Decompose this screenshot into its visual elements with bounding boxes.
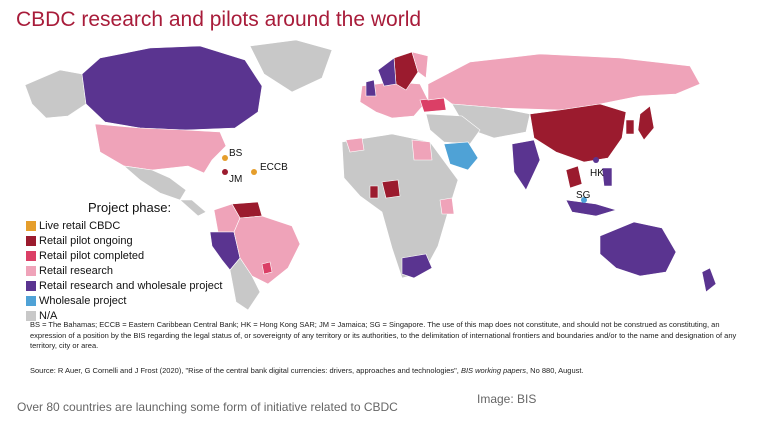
region-egypt <box>411 139 433 161</box>
region-india <box>511 139 541 191</box>
region-morocco <box>345 137 365 153</box>
source-citation: Source: R Auer, G Cornelli and J Frost (… <box>30 366 750 375</box>
legend-title: Project phase: <box>88 200 172 215</box>
legend-item-wholesale: Wholesale project <box>26 293 222 308</box>
image-credit: Image: BIS <box>477 392 537 406</box>
region-uruguay <box>261 261 273 275</box>
region-ghana <box>369 185 379 199</box>
region-finland <box>411 51 429 79</box>
region-korea <box>625 119 635 135</box>
region-middle-east <box>425 113 481 145</box>
legend-item-na: N/A <box>26 308 222 323</box>
legend-swatch <box>26 310 36 321</box>
world-map: BS ECCB JM HK SG <box>24 40 717 311</box>
legend-label: Retail pilot completed <box>39 249 145 262</box>
legend-swatch <box>26 250 36 261</box>
image-caption: Over 80 countries are launching some for… <box>17 400 398 414</box>
legend-swatch <box>26 265 36 276</box>
legend-item-retail-research: Retail research <box>26 263 222 278</box>
region-china <box>529 103 627 163</box>
region-central-america <box>179 199 207 217</box>
legend-label: Retail pilot ongoing <box>39 234 133 247</box>
map-label-jm: JM <box>229 174 242 185</box>
marker-hong-kong <box>593 157 599 163</box>
region-usa <box>94 123 227 174</box>
region-japan <box>637 105 655 141</box>
marker-jamaica <box>222 169 228 175</box>
legend-item-pilot-ongoing: Retail pilot ongoing <box>26 233 222 248</box>
map-label-hk: HK <box>590 168 604 179</box>
source-journal: BIS working papers <box>460 366 527 375</box>
region-nigeria <box>381 179 401 199</box>
region-saudi-arabia <box>443 141 479 171</box>
source-prefix: Source: R Auer, G Cornelli and J Frost (… <box>30 366 461 375</box>
region-indonesia <box>565 199 618 217</box>
legend-item-research-wholesale: Retail research and wholesale project <box>26 278 222 293</box>
legend-label: Retail research <box>39 264 113 277</box>
legend-label: Wholesale project <box>39 294 127 307</box>
map-footnote: BS = The Bahamas; ECCB = Eastern Caribbe… <box>30 320 737 350</box>
region-south-africa <box>401 253 433 279</box>
region-brazil <box>233 215 301 285</box>
region-alaska <box>24 69 87 119</box>
region-norway <box>377 57 397 87</box>
region-russia <box>427 53 701 111</box>
legend-item-live-retail: Live retail CBDC <box>26 218 222 233</box>
legend-label: Live retail CBDC <box>39 219 121 232</box>
source-suffix: , No 880, August. <box>526 366 584 375</box>
region-kenya <box>439 197 455 215</box>
legend-label: N/A <box>39 309 58 322</box>
legend-item-pilot-completed: Retail pilot completed <box>26 248 222 263</box>
legend-swatch <box>26 295 36 306</box>
legend-label: Retail research and wholesale project <box>39 279 223 292</box>
marker-bahamas <box>222 155 228 161</box>
region-greenland <box>249 40 333 93</box>
legend-swatch <box>26 235 36 246</box>
legend-swatch <box>26 280 36 291</box>
region-southern-cone <box>229 257 261 311</box>
region-mexico <box>123 165 187 201</box>
marker-singapore <box>581 197 587 203</box>
region-ukraine <box>419 97 447 113</box>
map-label-bs: BS <box>229 148 243 159</box>
region-new-zealand <box>701 267 717 293</box>
map-title: CBDC research and pilots around the worl… <box>16 8 422 31</box>
region-thailand <box>565 165 583 189</box>
map-label-eccb: ECCB <box>260 162 288 173</box>
region-australia <box>599 221 677 277</box>
region-uk <box>365 79 377 97</box>
map-label-sg: SG <box>576 190 591 201</box>
region-canada <box>81 45 263 131</box>
marker-eccb <box>251 169 257 175</box>
region-philippines <box>601 167 613 187</box>
legend: Live retail CBDC Retail pilot ongoing Re… <box>26 218 222 323</box>
legend-swatch <box>26 220 36 231</box>
